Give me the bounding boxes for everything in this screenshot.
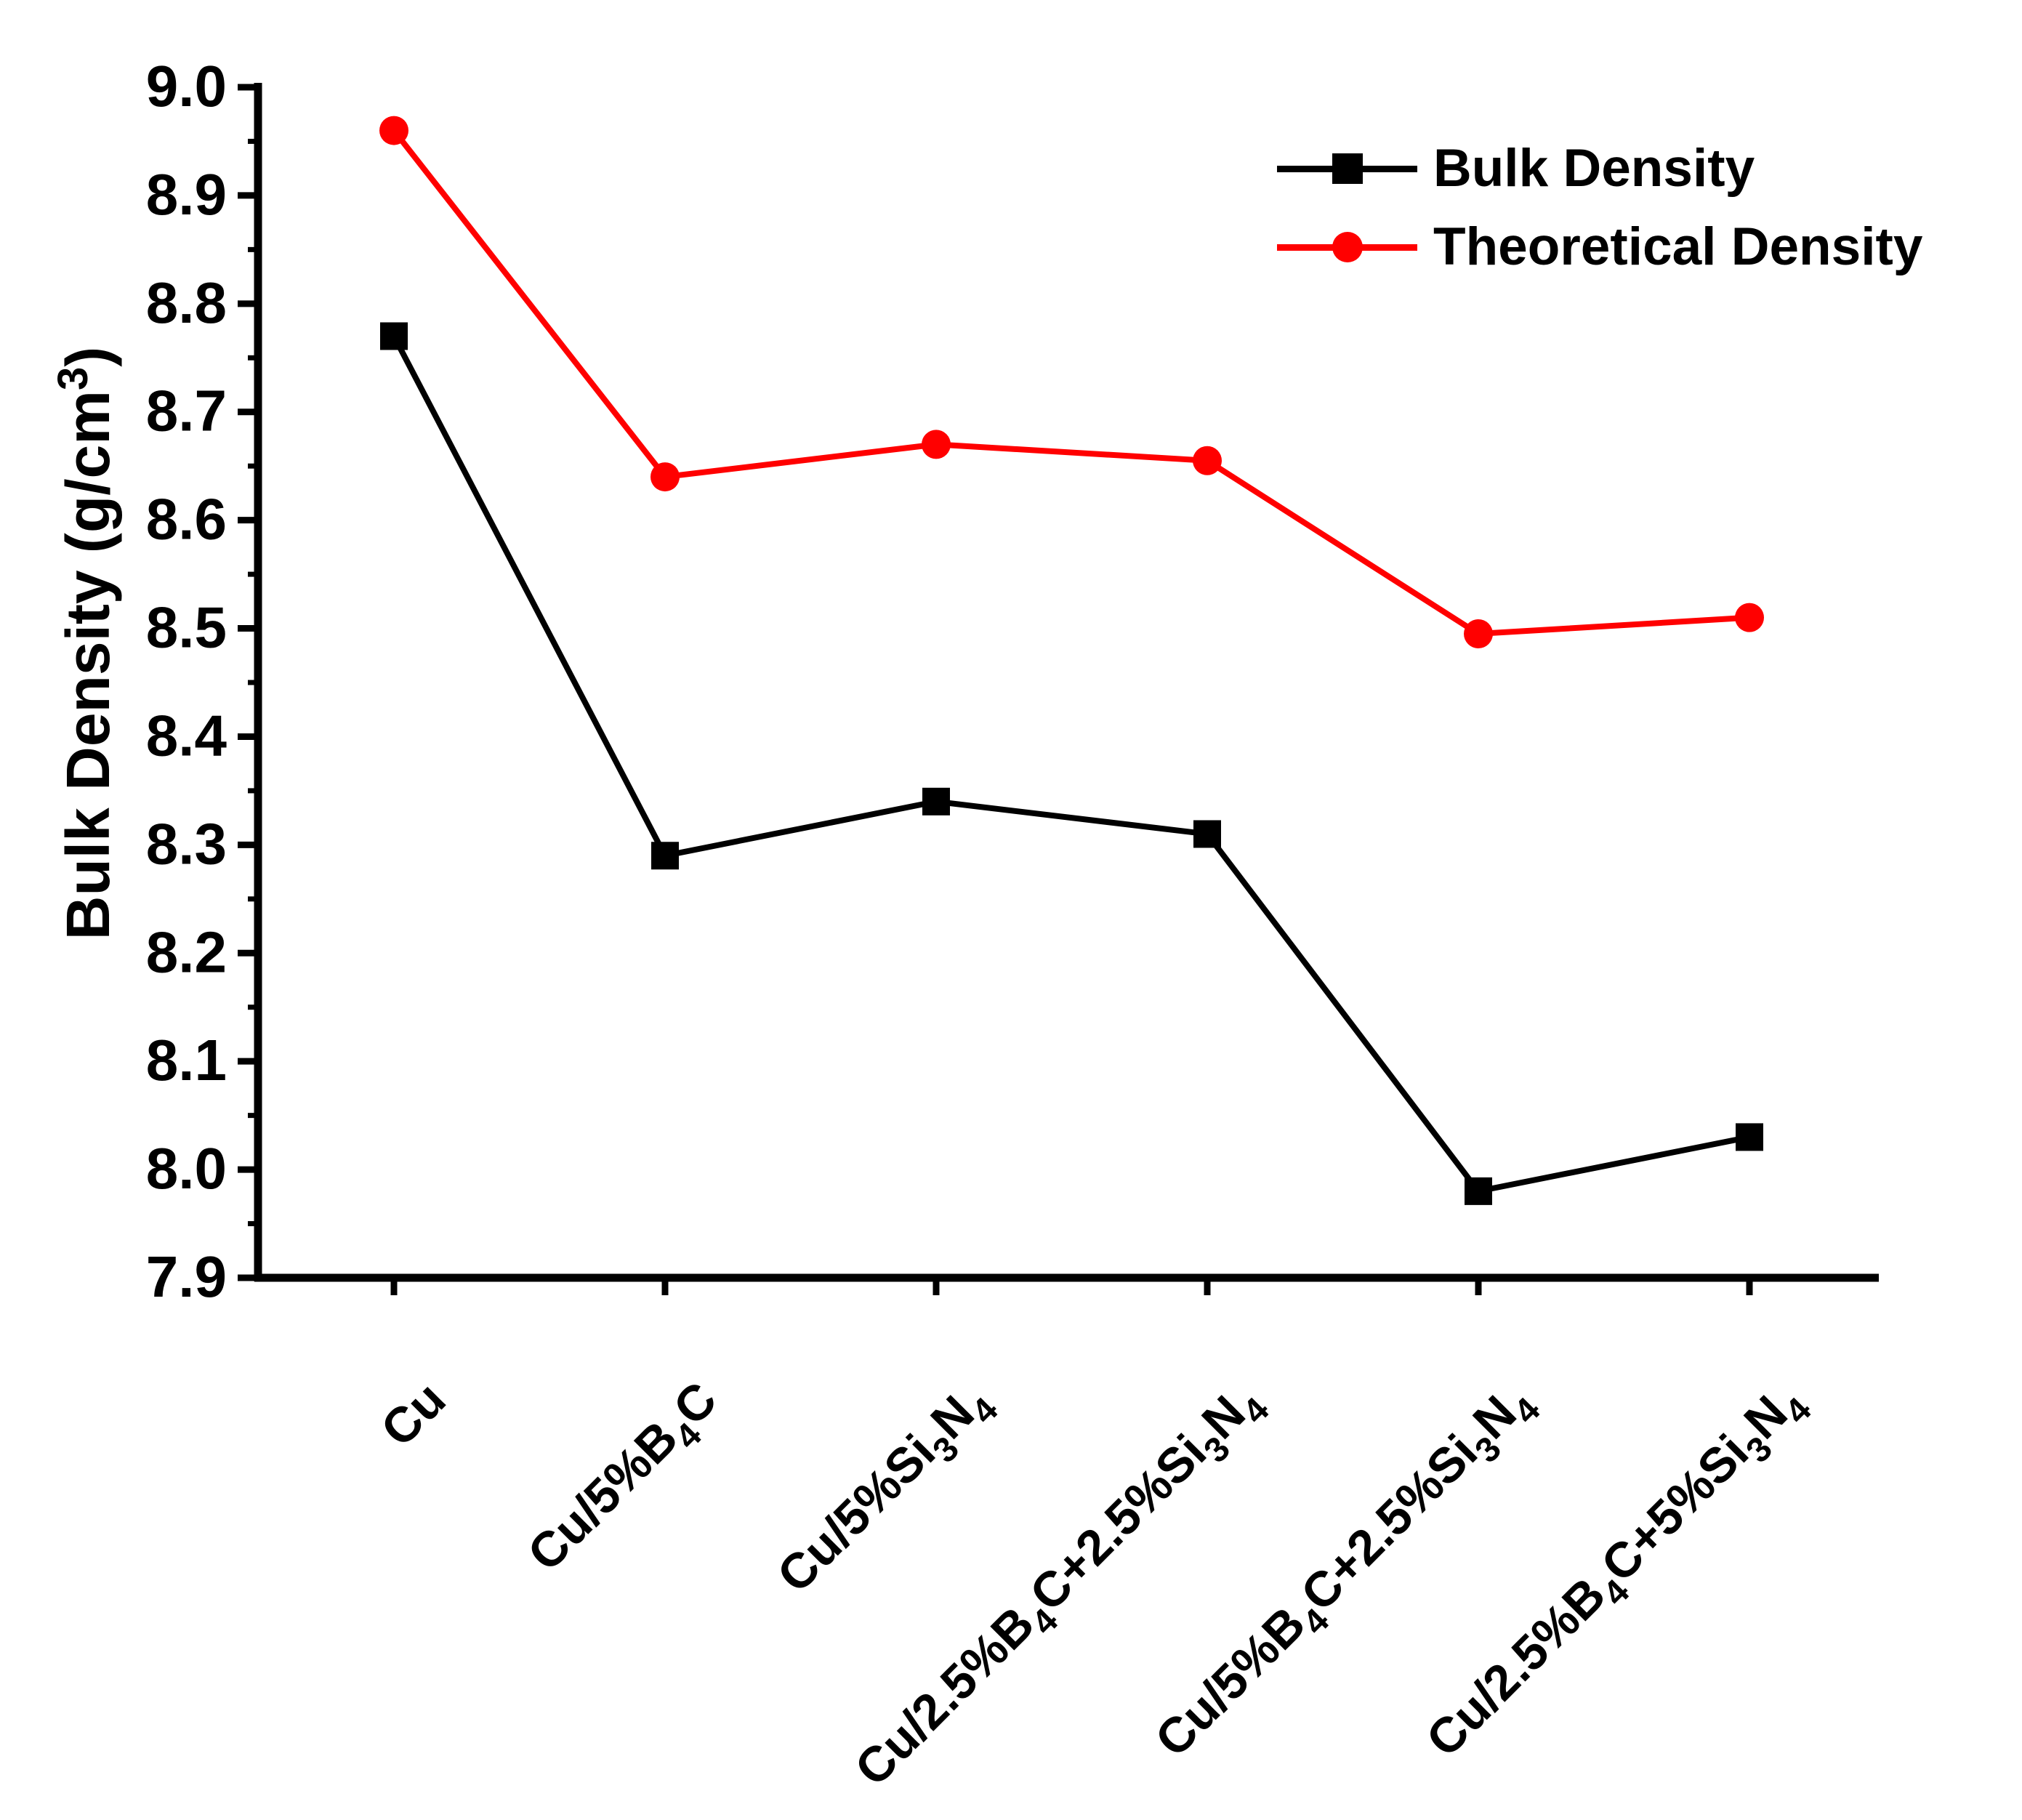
data-point-bulk-density-2 xyxy=(922,787,950,816)
data-point-theoretical-density-5 xyxy=(1735,603,1764,632)
y-tick-label: 8.8 xyxy=(146,270,227,335)
legend-item-theoretical-density: Theoretical Density xyxy=(1277,208,1922,286)
chart-legend: Bulk Density Theoretical Density xyxy=(1277,129,1922,286)
y-tick-label: 7.9 xyxy=(146,1244,227,1309)
label-text: C+5%Si xyxy=(1591,1424,1759,1592)
data-point-theoretical-density-4 xyxy=(1464,619,1493,648)
legend-item-bulk-density: Bulk Density xyxy=(1277,129,1922,208)
label-text: Cu xyxy=(371,1372,456,1457)
y-tick-label: 9.0 xyxy=(146,54,227,118)
label-text: Cu/5%B xyxy=(1145,1596,1316,1767)
label-supscript: 3 xyxy=(49,367,97,390)
x-category-label: Cu/5%B4C xyxy=(517,1372,735,1589)
x-category-label: Cu xyxy=(371,1372,456,1457)
data-point-bulk-density-0 xyxy=(380,322,408,350)
label-text: Cu/2.5%B xyxy=(1416,1567,1616,1768)
series-line-theoretical-density xyxy=(391,129,1750,637)
label-text: Cu/5%B xyxy=(517,1410,688,1581)
data-point-theoretical-density-2 xyxy=(922,430,951,459)
y-tick-label: 8.9 xyxy=(146,162,227,227)
label-text: Cu/2.5%B xyxy=(845,1596,1045,1797)
y-axis-title: Bulk Density (g/cm3) xyxy=(49,347,122,940)
series-line-bulk-density xyxy=(391,334,1750,1195)
y-tick-label: 8.2 xyxy=(146,919,227,984)
y-tick-label: 8.4 xyxy=(146,703,227,768)
data-point-theoretical-density-3 xyxy=(1193,446,1222,475)
x-category-label: Cu/2.5%B4C+5%Si3N4 xyxy=(1416,1372,1819,1775)
y-tick-label: 8.1 xyxy=(146,1028,227,1092)
label-text: Bulk Density (g/cm xyxy=(54,390,122,940)
data-point-bulk-density-5 xyxy=(1736,1123,1763,1151)
x-category-label: Cu/5%Si3N4 xyxy=(767,1372,1006,1611)
label-text: ) xyxy=(54,347,122,367)
legend-label-theoretical-density: Theoretical Density xyxy=(1433,217,1923,276)
data-point-theoretical-density-0 xyxy=(379,116,408,145)
label-text: Cu/5%Si xyxy=(767,1424,946,1603)
data-point-bulk-density-4 xyxy=(1465,1177,1492,1205)
y-tick-label: 8.7 xyxy=(146,379,227,443)
legend-marker-bulk xyxy=(1277,129,1417,208)
legend-label-bulk-density: Bulk Density xyxy=(1433,139,1755,198)
y-tick-label: 8.3 xyxy=(146,811,227,876)
legend-square-icon xyxy=(1332,153,1363,184)
data-point-bulk-density-1 xyxy=(651,842,679,870)
data-point-bulk-density-3 xyxy=(1193,820,1221,848)
y-tick-label: 8.0 xyxy=(146,1136,227,1201)
legend-marker-theoretical xyxy=(1277,208,1417,286)
y-tick-label: 8.6 xyxy=(146,487,227,552)
y-tick-label: 8.5 xyxy=(146,595,227,660)
data-point-theoretical-density-1 xyxy=(650,462,680,492)
label-text: C+2.5%Si xyxy=(1020,1424,1217,1622)
legend-circle-icon xyxy=(1332,232,1363,262)
label-text: C+2.5%Si xyxy=(1291,1424,1489,1622)
